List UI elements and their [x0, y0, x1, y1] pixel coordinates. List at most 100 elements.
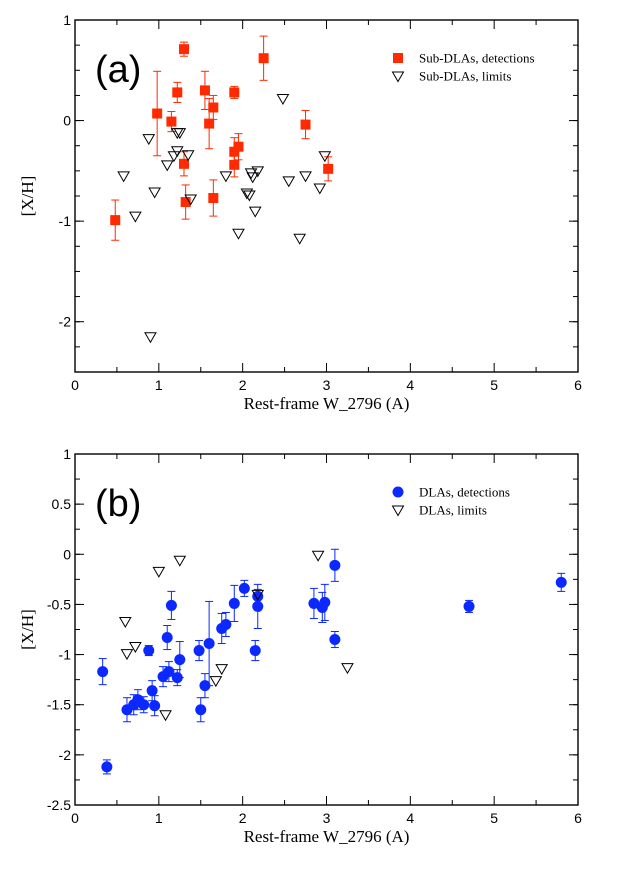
y-tick-label: -2	[59, 747, 72, 763]
y-tick-label: 1	[63, 12, 71, 28]
data-point	[243, 190, 256, 202]
panel-b: 0 1 2 3 4 5 6 1 0.5 0 -0.5 -1 -1.5 -2 -2.5 Rest-frame W…	[18, 446, 582, 846]
data-point	[172, 87, 183, 98]
y-tick-label: 0	[63, 113, 71, 129]
x-tick-label: 1	[155, 810, 163, 826]
data-point	[184, 194, 198, 206]
data-point	[276, 93, 290, 105]
x-axis-title: Rest-frame W_2796 (A)	[244, 827, 410, 846]
legend-label: Sub-DLAs, limits	[419, 69, 511, 84]
panel-label: (b)	[95, 483, 141, 525]
y-tick-label: -1	[59, 213, 72, 229]
data-point	[118, 616, 132, 628]
data-point	[215, 664, 229, 676]
data-point	[311, 550, 325, 562]
data-point	[318, 151, 332, 163]
data-point	[313, 183, 327, 195]
data-point	[246, 172, 260, 184]
y-axis-title: [X/H]	[18, 609, 37, 650]
y-tick-label: 0	[63, 546, 71, 562]
data-point	[232, 228, 245, 240]
data-point	[229, 159, 240, 170]
data-point	[220, 618, 232, 630]
data-point	[174, 654, 186, 666]
panel-label: (a)	[95, 49, 141, 91]
data-point	[199, 85, 210, 96]
data-point	[178, 158, 189, 169]
data-point	[128, 211, 142, 223]
data-point	[248, 206, 262, 218]
data-point	[142, 134, 156, 146]
data-point	[163, 666, 175, 678]
data-point	[159, 710, 172, 722]
series-triangle-down	[117, 93, 332, 344]
data-point	[149, 700, 161, 712]
data-point	[143, 645, 155, 657]
data-point	[329, 634, 341, 646]
data-point	[219, 171, 233, 183]
data-point	[181, 150, 195, 162]
data-point	[293, 233, 307, 245]
x-tick-label: 2	[239, 810, 247, 826]
series-square	[110, 35, 334, 241]
data-point	[323, 163, 334, 174]
data-point	[208, 193, 219, 204]
data-point	[233, 141, 244, 152]
data-point	[167, 151, 181, 163]
y-tick-label: -2.5	[47, 797, 71, 813]
legend-marker	[391, 71, 405, 83]
data-point	[229, 146, 240, 157]
x-tick-label: 6	[574, 377, 582, 393]
data-point	[128, 642, 142, 654]
y-tick-label: -2	[59, 314, 72, 330]
data-point	[148, 187, 162, 199]
data-point	[319, 596, 331, 608]
legend-label: Sub-DLAs, detections	[419, 51, 535, 66]
x-tick-label: 0	[71, 377, 79, 393]
data-point	[173, 128, 187, 140]
data-point	[117, 171, 130, 183]
data-point	[258, 53, 269, 64]
data-point	[101, 761, 113, 773]
data-point	[120, 649, 134, 661]
data-point	[144, 332, 157, 344]
data-point	[555, 576, 567, 588]
x-tick-label: 0	[71, 810, 79, 826]
data-point	[170, 146, 184, 158]
data-point	[229, 87, 240, 98]
data-point	[251, 589, 265, 601]
data-point	[203, 638, 215, 650]
data-point	[180, 197, 191, 208]
data-point	[193, 645, 205, 657]
x-tick-label: 4	[406, 810, 414, 826]
data-point	[204, 118, 215, 129]
data-point	[166, 116, 177, 127]
x-axis-title: Rest-frame W_2796 (A)	[244, 394, 410, 413]
legend-label: DLAs, detections	[419, 485, 510, 500]
y-tick-label: -0.5	[47, 596, 71, 612]
legend-marker	[392, 486, 404, 498]
data-point	[251, 166, 265, 178]
data-point	[282, 176, 296, 188]
x-tick-label: 4	[406, 377, 414, 393]
data-point	[238, 582, 250, 594]
x-tick-label: 5	[490, 377, 498, 393]
series-triangle-down	[118, 550, 354, 722]
series-circle	[97, 548, 567, 775]
data-point	[199, 680, 211, 692]
data-point	[463, 600, 475, 612]
data-point	[329, 559, 341, 571]
data-point	[97, 666, 109, 678]
data-point	[152, 566, 166, 578]
legend-marker	[393, 53, 403, 63]
x-tick-label: 3	[323, 377, 331, 393]
data-point	[160, 160, 174, 172]
plot-frame	[74, 453, 579, 806]
x-tick-label: 5	[490, 810, 498, 826]
y-tick-label: -1.5	[47, 697, 71, 713]
x-tick-label: 3	[323, 810, 331, 826]
y-axis-title: [X/H]	[18, 176, 37, 217]
panel-a: 0 1 2 3 4 5 6 1 0 -1 -2 Rest-frame W_2796 (A) [X/H] (…	[18, 12, 582, 413]
y-tick-label: 0.5	[52, 496, 72, 512]
